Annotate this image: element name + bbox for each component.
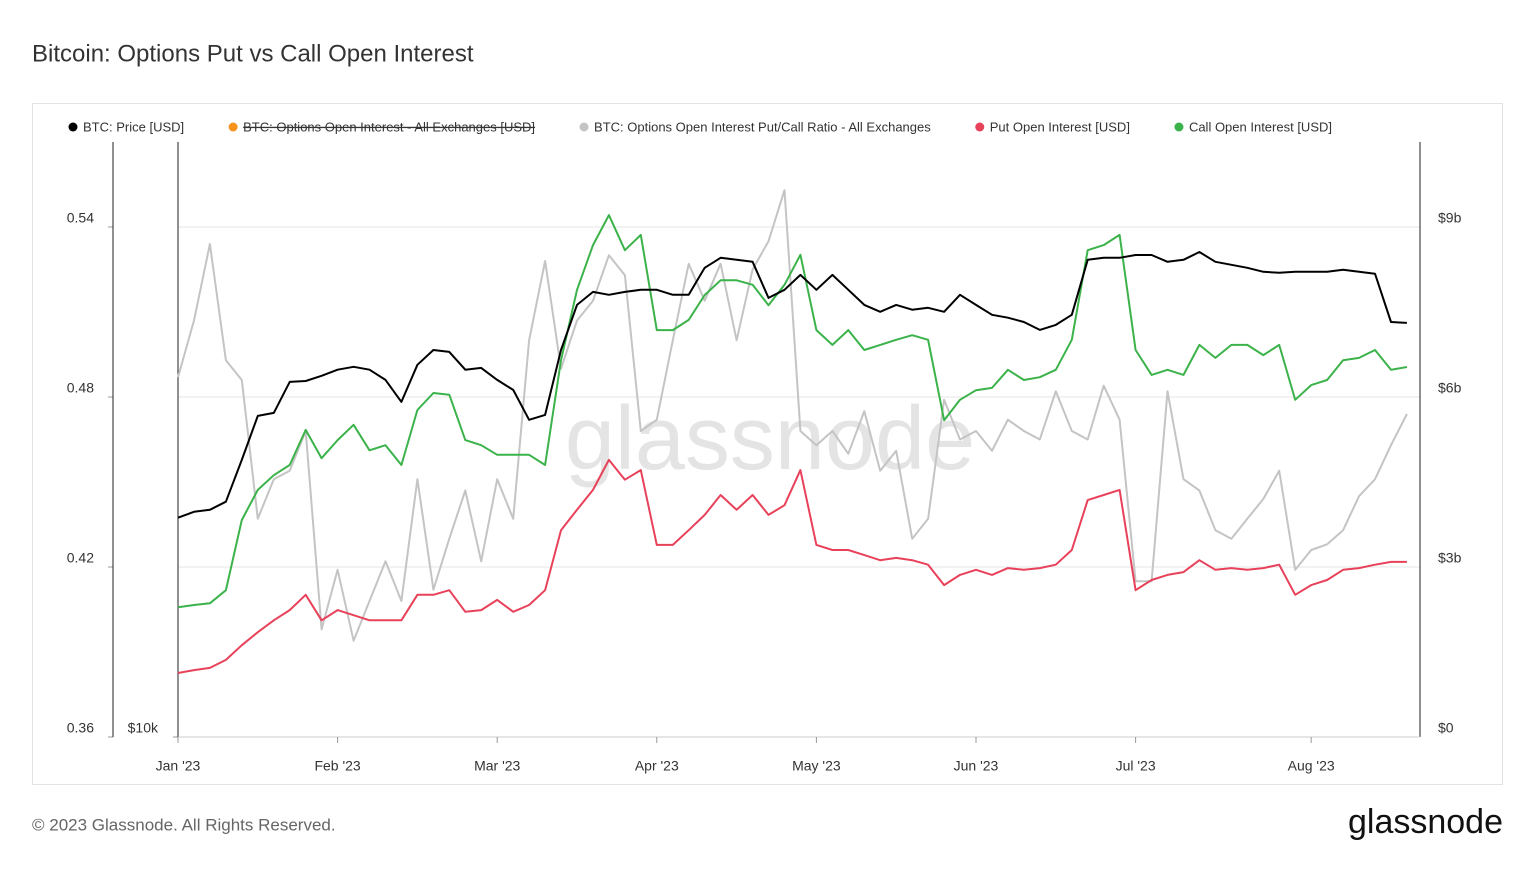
legend-marker (975, 122, 985, 132)
series-line (177, 214, 1408, 609)
legend-marker (1174, 122, 1184, 132)
x-tick-label: Mar '23 (474, 758, 520, 774)
y-tick-label: 0.48 (67, 380, 94, 396)
legend-marker (579, 122, 589, 132)
x-tick-label: Jun '23 (954, 758, 999, 774)
chart-title: Bitcoin: Options Put vs Call Open Intere… (32, 40, 474, 67)
y-tick-label: 0.54 (67, 210, 94, 226)
brand-logo: glassnode (1348, 803, 1503, 841)
series-line (177, 251, 1407, 519)
series-line (177, 189, 1408, 642)
legend-label[interactable]: BTC: Price [USD] (83, 119, 184, 134)
legend-label[interactable]: BTC: Options Open Interest Put/Call Rati… (594, 119, 931, 134)
legend-marker (228, 122, 238, 132)
x-tick-label: May '23 (792, 758, 841, 774)
series-line (177, 458, 1407, 674)
legend-label[interactable]: Call Open Interest [USD] (1189, 119, 1332, 134)
x-tick-label: Aug '23 (1288, 758, 1335, 774)
legend-label[interactable]: Put Open Interest [USD] (990, 119, 1130, 134)
y3-tick-label: $10k (128, 720, 159, 736)
watermark: glassnode (565, 389, 975, 489)
y2-tick-label: $0 (1438, 720, 1454, 736)
x-tick-label: Feb '23 (314, 758, 360, 774)
y-tick-label: 0.36 (67, 720, 94, 736)
footer: © 2023 Glassnode. All Rights Reserved. (32, 815, 336, 834)
chart-frame (32, 103, 1503, 785)
y-tick-label: 0.42 (67, 550, 94, 566)
x-tick-label: Apr '23 (635, 758, 679, 774)
x-tick-label: Jan '23 (156, 758, 201, 774)
y2-tick-label: $9b (1438, 210, 1462, 226)
x-tick-label: Jul '23 (1116, 758, 1156, 774)
legend-label[interactable]: BTC: Options Open Interest - All Exchang… (243, 119, 535, 134)
y2-tick-label: $6b (1438, 380, 1462, 396)
legend-marker (68, 122, 78, 132)
y2-tick-label: $3b (1438, 550, 1462, 566)
